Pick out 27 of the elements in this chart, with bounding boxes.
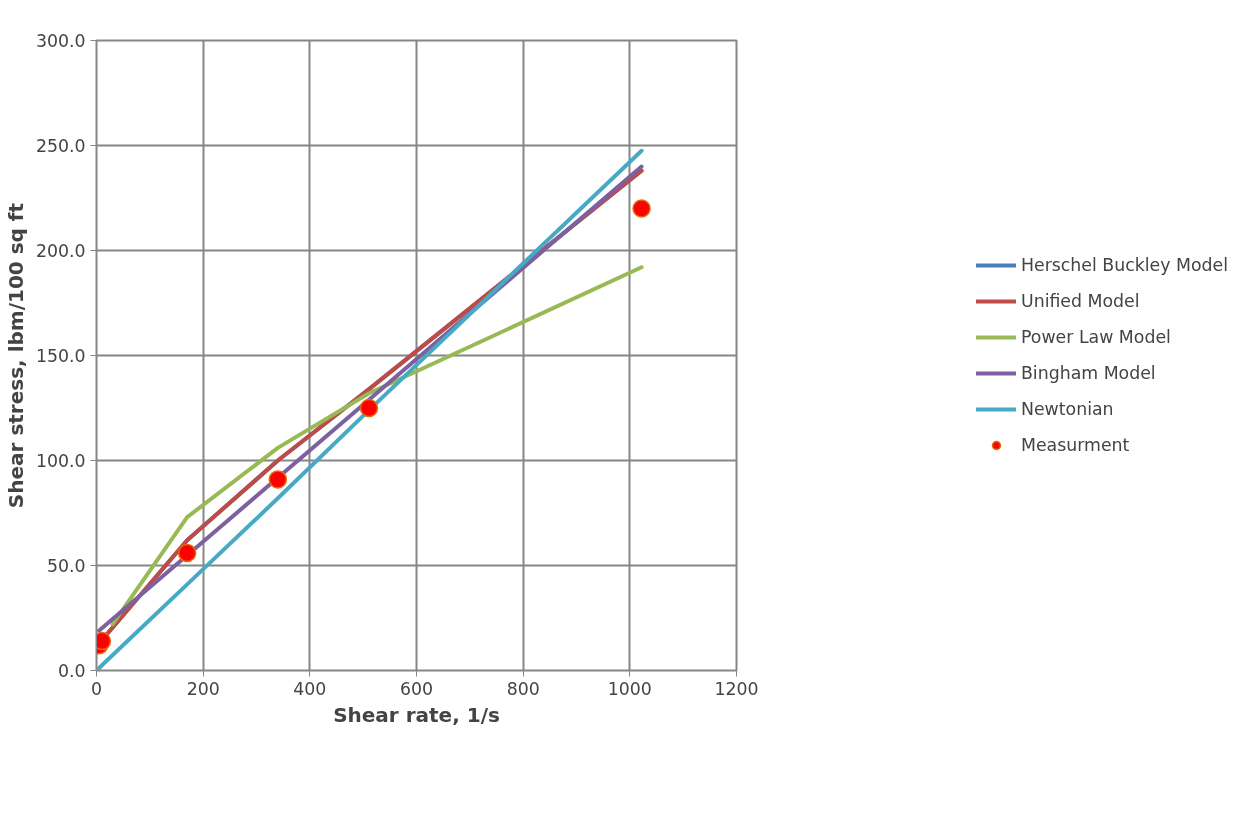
point xyxy=(177,543,197,563)
legend-label: Measurment xyxy=(1020,435,1130,455)
point xyxy=(359,398,379,418)
x-tick-label: 800 xyxy=(506,678,540,699)
x-tick-label: 400 xyxy=(293,678,327,699)
y-tick-label: 50.0 xyxy=(46,556,86,576)
x-axis-title: Shear rate, 1/s xyxy=(333,702,500,727)
line-series xyxy=(110,265,644,627)
point xyxy=(268,470,288,489)
y-tick-label: 100.0 xyxy=(35,451,86,471)
y-tick-label: 250.0 xyxy=(35,136,86,156)
point xyxy=(632,199,651,218)
y-axis-title: Shear stress, lbm/100 sq ft xyxy=(3,202,28,509)
legend-label: Unified Model xyxy=(1020,291,1140,311)
y-tick-label: 0.0 xyxy=(57,661,86,681)
y-tick-label: 300.0 xyxy=(35,31,86,51)
x-tick-label: 0 xyxy=(90,678,103,699)
x-tick-label: 1200 xyxy=(714,678,759,699)
legend-label: Herschel Buckley Model xyxy=(1020,255,1229,275)
x-tick-label: 200 xyxy=(186,678,220,699)
x-tick-label: 600 xyxy=(399,678,434,699)
legend-label: Newtonian xyxy=(1020,399,1114,419)
y-tick-label: 200.0 xyxy=(35,241,86,261)
y-tick-label: 150.0 xyxy=(35,346,86,366)
x-tick-label: 1000 xyxy=(607,678,652,699)
legend-label: Power Law Model xyxy=(1020,327,1171,347)
legend-label: Bingham Model xyxy=(1020,363,1156,383)
